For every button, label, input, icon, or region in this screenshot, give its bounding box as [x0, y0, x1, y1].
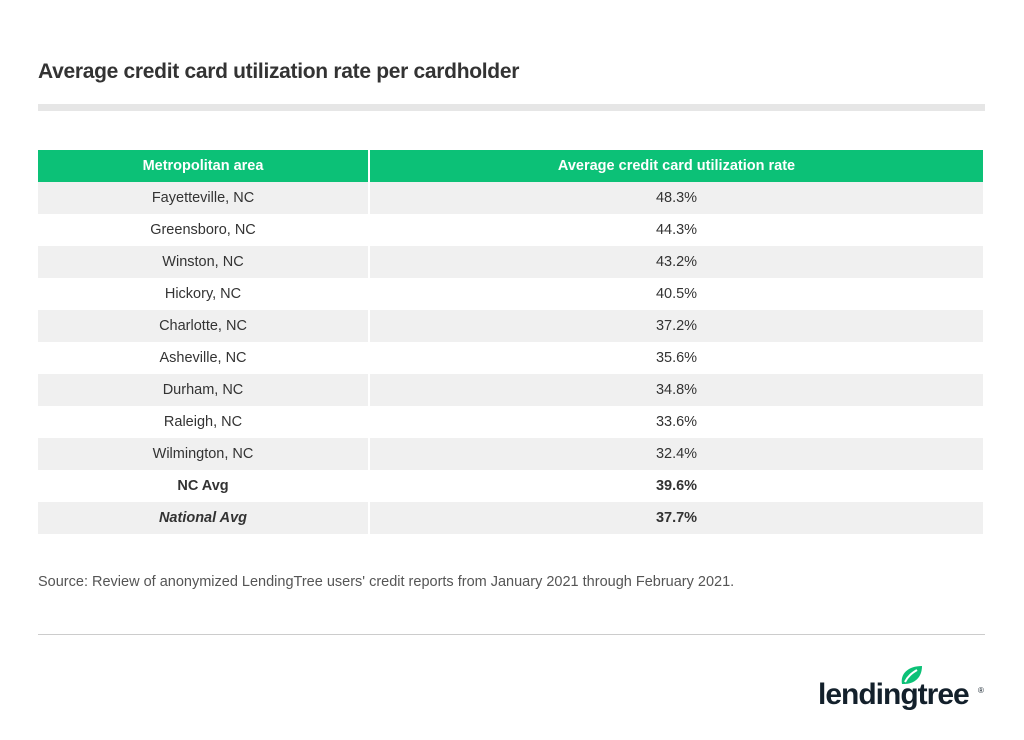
utilization-rate-cell: 39.6% — [655, 478, 698, 494]
table-row: Durham, NC 34.8% — [38, 374, 983, 406]
utilization-rate-cell: 40.5% — [655, 286, 698, 302]
utilization-rate-cell: 35.6% — [655, 350, 698, 366]
metro-area-cell: Winston, NC — [38, 246, 370, 278]
source-note: Source: Review of anonymized LendingTree… — [38, 574, 735, 590]
utilization-rate-cell: 43.2% — [369, 246, 983, 278]
table-row: Fayetteville, NC 48.3% — [38, 182, 983, 214]
footer-divider — [38, 634, 985, 635]
metro-area-cell: Greensboro, NC — [38, 214, 370, 246]
utilization-rate-cell: 37.7% — [369, 502, 983, 534]
metro-area-cell: Hickory, NC — [38, 278, 370, 310]
table-row: National Avg 37.7% — [38, 502, 983, 534]
metro-area-cell: Durham, NC — [38, 374, 370, 406]
leaf-icon — [901, 666, 922, 684]
table-row: Asheville, NC 35.6% — [38, 342, 983, 374]
metro-area-cell: Wilmington, NC — [38, 438, 370, 470]
utilization-rate-cell: 37.2% — [369, 310, 983, 342]
registered-mark: ® — [978, 686, 984, 695]
table-header: Metropolitan area Average credit card ut… — [38, 150, 983, 182]
metro-area-cell: NC Avg — [38, 470, 370, 502]
table-row: Greensboro, NC 44.3% — [38, 214, 983, 246]
utilization-rate-cell: 34.8% — [369, 374, 983, 406]
metro-area-cell: Asheville, NC — [38, 342, 370, 374]
utilization-rate-cell: 48.3% — [369, 182, 983, 214]
chart-title: Average credit card utilization rate per… — [38, 60, 520, 83]
metro-area-cell: National Avg — [38, 502, 370, 534]
metro-area-cell: Raleigh, NC — [38, 406, 370, 438]
utilization-rate-cell: 33.6% — [655, 414, 698, 430]
metro-area-cell: Charlotte, NC — [38, 310, 370, 342]
table-row: Hickory, NC 40.5% — [38, 278, 983, 310]
table-row: Charlotte, NC 37.2% — [38, 310, 983, 342]
utilization-rate-cell: 44.3% — [655, 222, 698, 238]
utilization-rate-cell: 32.4% — [369, 438, 983, 470]
column-header: Average credit card utilization rate — [369, 150, 983, 182]
table-row: Wilmington, NC 32.4% — [38, 438, 983, 470]
title-divider — [38, 104, 985, 111]
metro-area-cell: Fayetteville, NC — [38, 182, 370, 214]
lendingtree-logo: lendingtree ® — [818, 664, 988, 714]
table-row: NC Avg 39.6% — [38, 470, 983, 502]
logo-text: lendingtree — [818, 678, 970, 711]
table-row: Raleigh, NC 33.6% — [38, 406, 983, 438]
table-row: Winston, NC 43.2% — [38, 246, 983, 278]
utilization-table: Metropolitan area Average credit card ut… — [38, 150, 983, 534]
column-header: Metropolitan area — [38, 150, 370, 182]
